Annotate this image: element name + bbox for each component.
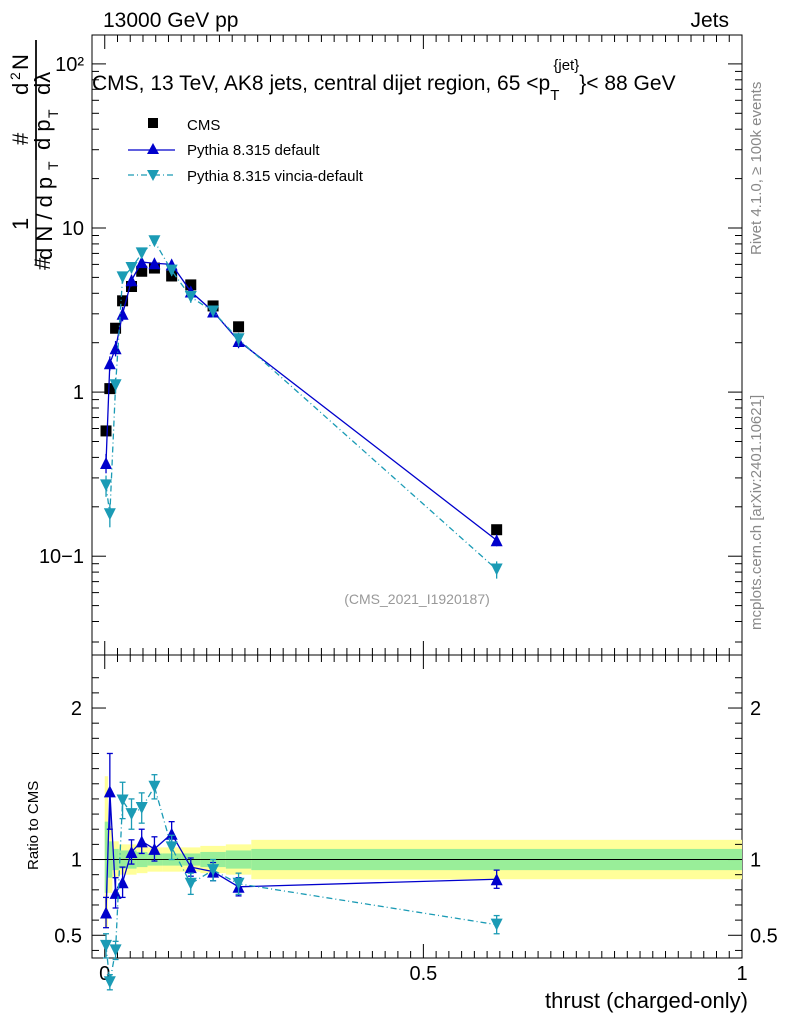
legend: CMS Pythia 8.315 default Pythia 8.315 vi… bbox=[128, 117, 364, 185]
pythia-default-point bbox=[100, 456, 113, 469]
svg-text:d p: d p bbox=[30, 119, 55, 150]
ratio-pythia-point bbox=[125, 845, 138, 858]
legend-pythia-marker bbox=[147, 143, 159, 154]
svg-text:2: 2 bbox=[7, 72, 23, 80]
pythia-default-point bbox=[109, 342, 122, 355]
cms-data-point bbox=[100, 425, 112, 437]
category-label: Jets bbox=[690, 9, 729, 32]
ratio-y-tick-label: 1 bbox=[71, 850, 82, 872]
ratio-vincia-point bbox=[103, 976, 116, 989]
legend-vincia-label: Pythia 8.315 vincia-default bbox=[187, 168, 364, 185]
cms-data-point bbox=[117, 295, 129, 307]
ratio-pythia-point bbox=[100, 906, 113, 919]
ratio-frame bbox=[91, 654, 743, 959]
svg-text:T: T bbox=[45, 161, 61, 170]
ratio-vincia-line bbox=[105, 785, 497, 983]
x-tick-label: 0 bbox=[99, 963, 110, 985]
legend-vincia-marker bbox=[147, 170, 159, 181]
ratio-pythia-point bbox=[184, 861, 197, 874]
ratio-pythia-point bbox=[490, 873, 503, 886]
ratio-y-tick-label: 0.5 bbox=[54, 925, 82, 947]
main-panel: 10−1 1 10 10² bbox=[39, 34, 743, 656]
vincia-point bbox=[109, 379, 122, 392]
cms-data-point bbox=[110, 322, 122, 334]
svg-text:T: T bbox=[45, 109, 61, 118]
x-axis-label: thrust (charged-only) bbox=[545, 988, 748, 1013]
uncertainty-band-inner bbox=[104, 821, 108, 893]
vincia-point bbox=[135, 247, 148, 260]
mcplots-label: mcplots.cern.ch [arXiv:2401.10621] bbox=[748, 395, 765, 630]
ratio-vincia-point bbox=[116, 794, 129, 807]
ratio-vincia-point bbox=[148, 780, 161, 793]
ratio-vincia-point bbox=[232, 877, 245, 890]
ratio-pythia-point bbox=[135, 835, 148, 848]
vincia-point bbox=[125, 262, 138, 275]
ratio-pythia-point bbox=[103, 785, 116, 798]
ratio-vincia-point bbox=[100, 939, 113, 952]
vincia-point bbox=[100, 479, 113, 492]
vincia-point bbox=[103, 508, 116, 521]
main-y-axis-label: # 1 d N / d p T # d p T d 2 N dλ bbox=[7, 40, 61, 270]
energy-label: 13000 GeV pp bbox=[103, 9, 238, 32]
ratio-vincia-point bbox=[135, 802, 148, 815]
ratio-pythia-point bbox=[109, 886, 122, 899]
svg-text:N: N bbox=[8, 54, 33, 70]
cms-data-point bbox=[104, 383, 116, 395]
pythia-default-line bbox=[105, 261, 498, 541]
vincia-point bbox=[232, 333, 245, 346]
cms-data-point bbox=[185, 279, 197, 291]
pythia-default-point bbox=[490, 534, 503, 547]
ratio-pythia-point bbox=[165, 827, 178, 840]
svg-text:#: # bbox=[8, 132, 33, 145]
ratio-vincia-point bbox=[184, 877, 197, 890]
ratio-pythia-point bbox=[148, 842, 161, 855]
vincia-point bbox=[490, 563, 503, 576]
ratio-vincia-point bbox=[165, 841, 178, 854]
pythia-default-point bbox=[148, 257, 161, 270]
pythia-default-point bbox=[135, 256, 148, 269]
ratio-vincia-point bbox=[125, 808, 138, 821]
ratio-y-tick-label-right: 0.5 bbox=[750, 925, 778, 947]
vincia-line bbox=[105, 240, 498, 570]
ratio-y-tick-label: 2 bbox=[71, 698, 82, 720]
cms-data-point bbox=[233, 321, 245, 333]
y-tick-label: 10² bbox=[55, 54, 84, 76]
cms-data-point bbox=[136, 265, 148, 277]
vincia-point bbox=[148, 235, 161, 248]
svg-text:dλ: dλ bbox=[30, 72, 55, 95]
legend-cms-label: CMS bbox=[187, 117, 220, 134]
rivet-label: Rivet 4.1.0, ≥ 100k events bbox=[748, 82, 765, 255]
y-tick-label: 1 bbox=[73, 382, 84, 404]
pythia-default-point bbox=[125, 274, 138, 287]
ratio-y-tick-label-right: 2 bbox=[750, 698, 761, 720]
x-tick-label: 0.5 bbox=[409, 963, 437, 985]
ratio-pythia-point bbox=[116, 876, 129, 889]
legend-pythia-label: Pythia 8.315 default bbox=[187, 142, 320, 159]
vincia-point bbox=[165, 264, 178, 277]
vincia-point bbox=[207, 305, 220, 318]
legend-cms-marker bbox=[148, 118, 158, 128]
svg-text:d: d bbox=[8, 83, 33, 95]
ratio-vincia-point bbox=[490, 918, 503, 931]
x-tick-label: 1 bbox=[736, 963, 747, 985]
cms-data-point bbox=[491, 524, 503, 536]
ratio-vincia-point bbox=[207, 864, 220, 877]
y-tick-label: 10 bbox=[62, 218, 84, 240]
plot-title: CMS, 13 TeV, AK8 jets, central dijet reg… bbox=[92, 57, 676, 104]
vincia-point bbox=[184, 290, 197, 303]
analysis-tag: (CMS_2021_I1920187) bbox=[344, 591, 490, 607]
ratio-panel: 0 0.5 10.5 0.51 12 2 bbox=[54, 654, 778, 991]
ratio-y-axis-label: Ratio to CMS bbox=[25, 781, 42, 870]
ratio-vincia-point bbox=[109, 944, 122, 957]
y-tick-label: 10−1 bbox=[39, 546, 84, 568]
pythia-default-point bbox=[116, 307, 129, 320]
svg-text:1: 1 bbox=[8, 218, 33, 230]
ratio-y-tick-label-right: 1 bbox=[750, 850, 761, 872]
vincia-point bbox=[116, 271, 129, 284]
pythia-default-point bbox=[103, 357, 116, 370]
